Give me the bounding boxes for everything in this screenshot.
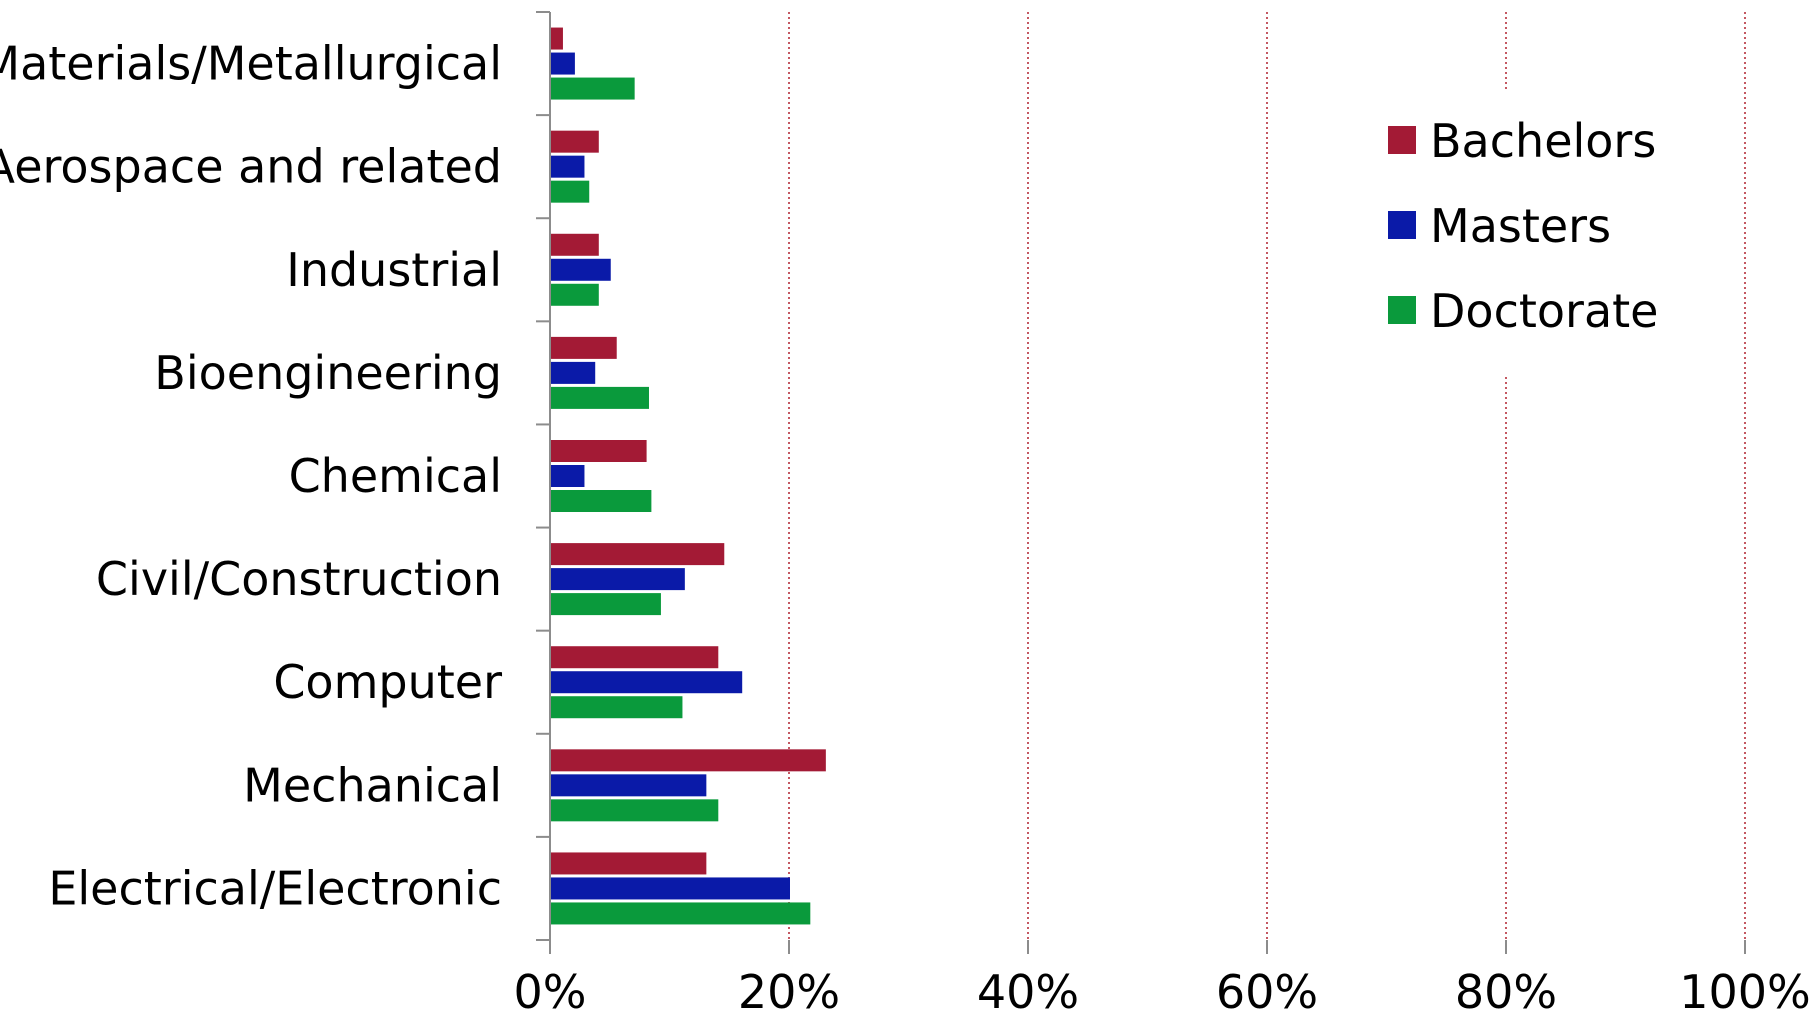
x-tick-label: 0% xyxy=(514,965,587,1019)
bar-doctorate-7 xyxy=(551,696,683,719)
bar-bachelors-9 xyxy=(551,852,707,875)
x-tick-label: 20% xyxy=(738,965,840,1019)
bar-masters-5 xyxy=(551,465,585,487)
category-label: Chemical xyxy=(289,449,502,503)
bar-doctorate-2 xyxy=(551,180,590,203)
x-tick-labels: 0% 20% 40% 60% 80% 100% xyxy=(514,965,1810,1019)
bar-doctorate-8 xyxy=(551,799,719,822)
legend-label-masters: Masters xyxy=(1430,199,1611,253)
category-labels: Materials/Metallurgical Aerospace and rel… xyxy=(0,37,502,916)
legend: Bachelors Masters Doctorate xyxy=(1378,92,1678,377)
legend-swatch-masters xyxy=(1388,211,1416,239)
bar-masters-7 xyxy=(551,671,743,694)
legend-label-doctorate: Doctorate xyxy=(1430,284,1658,338)
bar-doctorate-5 xyxy=(551,490,652,512)
x-tick-label: 60% xyxy=(1216,965,1318,1019)
category-label: Bioengineering xyxy=(154,346,502,400)
legend-label-bachelors: Bachelors xyxy=(1430,114,1656,168)
bar-masters-6 xyxy=(551,568,685,591)
bar-bachelors-7 xyxy=(551,646,719,669)
bar-doctorate-6 xyxy=(551,593,661,616)
bar-bachelors-5 xyxy=(551,440,647,462)
category-label: Computer xyxy=(273,655,502,709)
bar-bachelors-4 xyxy=(551,336,617,359)
bar-doctorate-9 xyxy=(551,902,811,925)
bar-doctorate-1 xyxy=(551,77,635,100)
bar-bachelors-2 xyxy=(551,130,599,153)
bar-masters-9 xyxy=(551,877,790,900)
x-tick-label: 100% xyxy=(1679,965,1810,1019)
legend-swatch-bachelors xyxy=(1388,126,1416,154)
bar-bachelors-3 xyxy=(551,233,599,256)
category-label: Electrical/Electronic xyxy=(48,861,502,915)
bar-masters-4 xyxy=(551,361,596,384)
bars xyxy=(551,27,826,925)
axes xyxy=(536,11,1746,954)
x-tick-label: 40% xyxy=(977,965,1079,1019)
category-label: Mechanical xyxy=(243,758,502,812)
category-label: Industrial xyxy=(286,243,502,297)
bar-doctorate-3 xyxy=(551,283,599,306)
legend-swatch-doctorate xyxy=(1388,296,1416,324)
legend-background xyxy=(1378,92,1678,377)
category-label: Materials/Metallurgical xyxy=(0,37,502,91)
x-tick-label: 80% xyxy=(1455,965,1557,1019)
bar-bachelors-1 xyxy=(551,27,563,50)
category-label: Civil/Construction xyxy=(96,552,502,606)
bar-bachelors-8 xyxy=(551,749,826,772)
bar-doctorate-4 xyxy=(551,386,649,409)
bar-masters-8 xyxy=(551,774,707,797)
bar-bachelors-6 xyxy=(551,543,725,566)
category-label: Aerospace and related xyxy=(0,140,502,194)
bar-masters-3 xyxy=(551,258,611,281)
bar-masters-1 xyxy=(551,52,575,75)
bar-masters-2 xyxy=(551,155,585,178)
